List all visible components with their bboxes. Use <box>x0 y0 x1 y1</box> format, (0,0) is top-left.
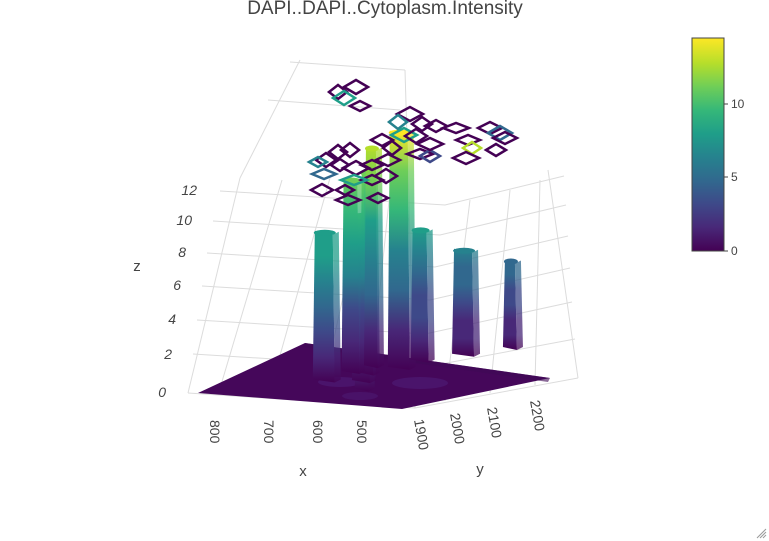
z-tick-label: 4 <box>168 311 176 327</box>
colorbar-gradient <box>691 37 725 252</box>
contour-box <box>306 155 330 169</box>
z-axis-title: z <box>133 258 141 275</box>
contour-box <box>439 121 473 135</box>
contour-box <box>357 173 387 187</box>
contour-box <box>402 127 430 145</box>
chart-title: DAPI..DAPI..Cytoplasm.Intensity <box>247 0 523 19</box>
surface-peak <box>341 177 366 374</box>
z-tick-label: 8 <box>178 244 186 260</box>
contour-box <box>308 167 340 181</box>
contour-box <box>338 141 362 159</box>
x-tick-label: 800 <box>207 420 223 444</box>
colorbar-tick-label: 5 <box>731 170 738 184</box>
contour-box <box>483 142 509 158</box>
y-axis: 1900 2000 2100 2200 y <box>411 399 548 478</box>
z-tick-label: 10 <box>176 212 192 228</box>
contour-box <box>326 143 350 161</box>
surface-peak <box>502 258 523 351</box>
contour-box <box>365 191 391 205</box>
contour-box <box>460 140 484 156</box>
x-axis-title: x <box>299 463 307 480</box>
contour-box <box>403 147 437 161</box>
contour-box <box>414 136 446 152</box>
contour-box <box>357 158 387 172</box>
z-tick-label: 0 <box>158 384 166 400</box>
x-axis: 800 700 600 500 x <box>207 420 370 480</box>
y-tick-label: 2200 <box>527 399 548 433</box>
x-tick-label: 600 <box>310 420 326 444</box>
contour-box <box>373 152 403 168</box>
y-axis-title: y <box>476 461 484 478</box>
colorbar: 0 5 10 <box>691 37 745 258</box>
y-tick-label: 1900 <box>411 418 432 452</box>
contour-box <box>308 182 336 198</box>
contour-box <box>417 148 443 164</box>
surface-peak <box>452 247 481 357</box>
contour-box <box>330 89 358 107</box>
contour-box <box>333 183 357 197</box>
surface-peak <box>410 227 435 363</box>
contour-box <box>409 115 435 133</box>
z-tick-label: 6 <box>173 277 181 293</box>
contour-box <box>337 173 371 187</box>
contour-box <box>388 126 420 144</box>
z-tick-label: 2 <box>163 346 172 362</box>
x-tick-label: 500 <box>354 420 370 444</box>
contour-box <box>386 113 410 131</box>
contour-projection <box>306 78 520 207</box>
colorbar-tick-label: 0 <box>731 244 738 258</box>
colorbar-tick-label: 10 <box>731 97 745 111</box>
contour-box <box>394 105 426 123</box>
resize-handle-icon[interactable] <box>755 527 767 539</box>
contour-box <box>368 132 396 148</box>
contour-box <box>341 78 371 96</box>
surface-peak <box>312 229 341 383</box>
z-axis: 0 2 4 6 8 10 12 z <box>133 182 197 400</box>
z-tick-label: 12 <box>181 182 197 198</box>
contour-box <box>347 99 373 113</box>
contour-box <box>380 139 404 157</box>
contour-box <box>452 133 484 147</box>
y-tick-label: 2000 <box>447 412 468 446</box>
y-tick-label: 2100 <box>484 406 505 440</box>
x-tick-label: 700 <box>261 420 277 444</box>
surface-peaks <box>312 129 523 392</box>
contour-box <box>490 130 520 146</box>
contour-box <box>332 193 364 207</box>
contour-box <box>450 150 482 166</box>
